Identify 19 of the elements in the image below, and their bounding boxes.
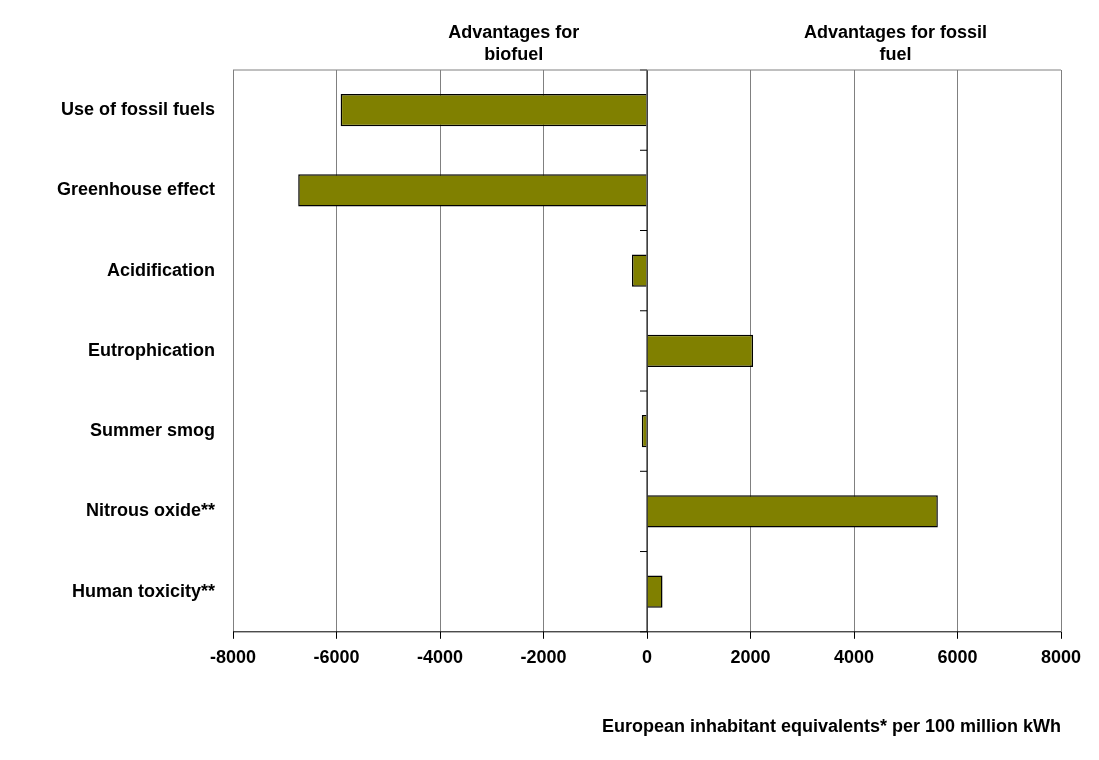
y-tick-label: Human toxicity** [71, 580, 215, 601]
x-tick-label: 2000 [730, 646, 771, 667]
x-tick-label: 6000 [937, 646, 978, 667]
x-tick-label: 0 [641, 646, 653, 667]
x-tick-label: -4000 [416, 646, 464, 667]
x-tick-label: -8000 [209, 646, 257, 667]
x-tick-label: -2000 [520, 646, 567, 667]
x-tick-label: 4000 [833, 646, 875, 667]
y-tick-label: Summer smog [89, 420, 215, 441]
y-tick-label: Eutrophication [88, 339, 215, 360]
y-tick-label: Use of fossil fuels [60, 99, 215, 120]
y-tick-label: Greenhouse effect [56, 179, 215, 200]
y-tick-label: Nitrous oxide** [85, 500, 215, 521]
text: Advantages for fossil fuel [803, 22, 987, 64]
x-tick-label: -6000 [313, 646, 360, 667]
text: Advantages for biofuel [448, 22, 580, 64]
x-tick-label: 8000 [1040, 646, 1082, 667]
x-axis-title: European inhabitant equivalents* per 100 million kWh [601, 716, 1061, 737]
y-tick-label: Acidification [106, 259, 215, 280]
